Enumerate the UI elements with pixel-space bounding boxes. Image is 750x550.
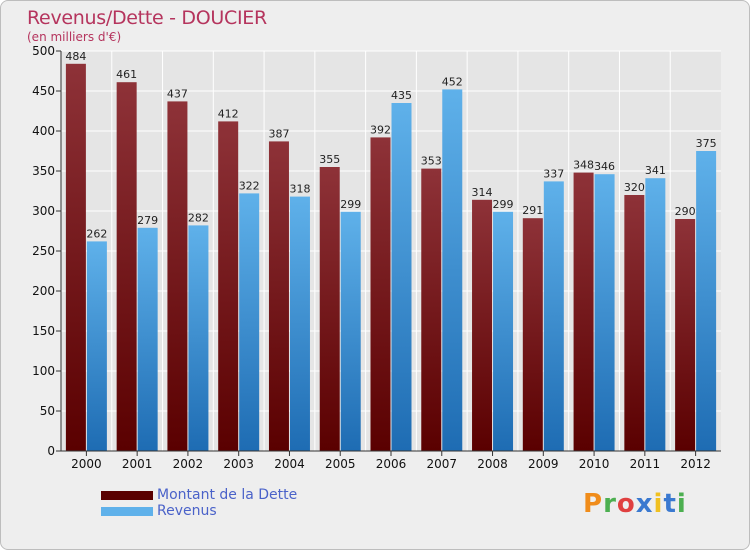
revenue-value-label: 299 xyxy=(340,198,361,211)
legend: Montant de la Dette Revenus xyxy=(101,487,297,519)
y-tick-label: 300 xyxy=(32,204,55,218)
revenue-bar xyxy=(239,193,260,451)
debt-value-label: 353 xyxy=(421,155,442,168)
debt-value-label: 392 xyxy=(370,123,391,136)
revenue-value-label: 341 xyxy=(645,164,666,177)
x-tick-label: 2007 xyxy=(426,457,457,471)
debt-value-label: 314 xyxy=(472,186,493,199)
debt-bar xyxy=(421,168,442,451)
debt-value-label: 437 xyxy=(167,87,188,100)
legend-swatch-revenue xyxy=(101,506,153,516)
debt-value-label: 348 xyxy=(573,159,594,172)
revenue-value-label: 346 xyxy=(594,160,615,173)
x-tick-label: 2000 xyxy=(71,457,102,471)
y-tick-label: 250 xyxy=(32,244,55,258)
chart-title: Revenus/Dette - DOUCIER xyxy=(27,7,267,29)
x-tick-label: 2012 xyxy=(680,457,711,471)
debt-value-label: 461 xyxy=(116,68,137,81)
logo-letter: t xyxy=(663,489,677,519)
legend-item-debt: Montant de la Dette xyxy=(101,487,297,503)
y-tick-label: 50 xyxy=(40,404,55,418)
x-tick-label: 2011 xyxy=(630,457,661,471)
debt-value-label: 291 xyxy=(522,204,543,217)
revenue-value-label: 279 xyxy=(137,214,158,227)
debt-value-label: 412 xyxy=(218,107,239,120)
debt-bar xyxy=(218,121,239,452)
debt-value-label: 355 xyxy=(319,153,340,166)
x-tick-label: 2003 xyxy=(223,457,254,471)
revenue-value-label: 299 xyxy=(493,198,514,211)
revenue-value-label: 282 xyxy=(188,211,209,224)
debt-bar xyxy=(370,137,391,451)
x-tick-label: 2010 xyxy=(579,457,610,471)
legend-label-debt: Montant de la Dette xyxy=(157,487,298,503)
logo-letter: r xyxy=(603,489,617,519)
x-tick-label: 2002 xyxy=(173,457,204,471)
x-tick-label: 2001 xyxy=(122,457,153,471)
y-tick-label: 100 xyxy=(32,364,55,378)
proxiti-logo[interactable]: Proxiti xyxy=(583,489,687,519)
x-tick-label: 2004 xyxy=(274,457,305,471)
y-tick-label: 500 xyxy=(32,44,55,58)
revenue-bar xyxy=(442,89,463,452)
debt-bar xyxy=(116,82,137,451)
debt-bar xyxy=(675,219,696,451)
revenue-value-label: 337 xyxy=(543,167,564,180)
revenue-bar xyxy=(391,103,412,451)
revenue-value-label: 435 xyxy=(391,89,412,102)
chart-subtitle: (en milliers d'€) xyxy=(27,30,122,44)
revenue-bar xyxy=(493,211,514,451)
debt-bar xyxy=(167,101,188,452)
logo-letter: o xyxy=(616,489,636,519)
revenue-bar xyxy=(86,241,107,451)
debt-bar xyxy=(573,172,594,451)
x-tick-label: 2008 xyxy=(477,457,508,471)
revenue-bar xyxy=(696,151,717,451)
legend-item-revenue: Revenus xyxy=(101,503,297,519)
debt-value-label: 387 xyxy=(268,127,289,140)
y-tick-label: 200 xyxy=(32,284,55,298)
x-tick-label: 2005 xyxy=(325,457,356,471)
revenue-value-label: 322 xyxy=(239,179,260,192)
debt-bar xyxy=(522,218,543,451)
legend-swatch-debt xyxy=(101,490,153,500)
y-tick-label: 0 xyxy=(47,444,55,458)
debt-bar xyxy=(268,141,289,451)
revenue-bar xyxy=(543,181,564,451)
debt-value-label: 290 xyxy=(675,205,696,218)
revenue-value-label: 318 xyxy=(289,183,310,196)
y-tick-label: 450 xyxy=(32,84,55,98)
y-tick-label: 350 xyxy=(32,164,55,178)
revenue-value-label: 452 xyxy=(442,75,463,88)
revenue-bar xyxy=(137,227,158,451)
debt-bar xyxy=(319,167,340,451)
revenue-value-label: 375 xyxy=(696,137,717,150)
logo-letter: x xyxy=(635,489,654,519)
debt-bar xyxy=(624,195,645,451)
debt-value-label: 484 xyxy=(65,50,86,63)
logo-letter: i xyxy=(676,489,687,519)
revenue-bar xyxy=(188,225,209,451)
debt-bar xyxy=(472,199,493,451)
logo-letter: P xyxy=(583,489,604,519)
revenue-bar xyxy=(594,174,615,451)
revenue-bar xyxy=(340,211,361,451)
logo-letter: i xyxy=(653,489,664,519)
revenue-bar xyxy=(289,196,310,451)
debt-value-label: 320 xyxy=(624,181,645,194)
legend-label-revenue: Revenus xyxy=(157,503,217,519)
revenue-bar xyxy=(645,178,666,451)
debt-bar xyxy=(65,63,86,452)
y-tick-label: 150 xyxy=(32,324,55,338)
x-tick-label: 2009 xyxy=(528,457,559,471)
revenue-value-label: 262 xyxy=(86,227,107,240)
y-tick-label: 400 xyxy=(32,124,55,138)
x-tick-label: 2006 xyxy=(376,457,407,471)
